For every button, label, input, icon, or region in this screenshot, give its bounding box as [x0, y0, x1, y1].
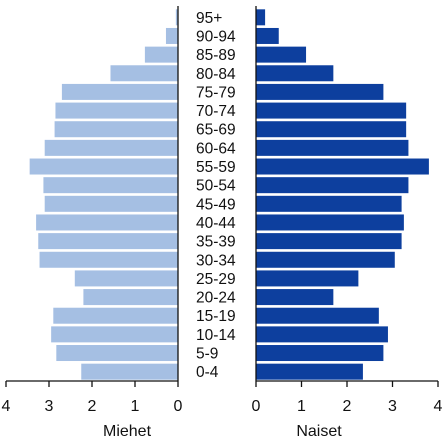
right-tick-label: 4 — [434, 398, 443, 415]
left-tick-label: 2 — [88, 398, 97, 415]
age-group-label: 85-89 — [196, 47, 236, 64]
female-bar-75-79 — [256, 83, 384, 100]
male-bar-50-54 — [43, 177, 178, 194]
male-bar-10-14 — [51, 326, 178, 343]
age-group-label: 40-44 — [196, 215, 236, 232]
right-tick-label: 0 — [252, 398, 261, 415]
male-bar-75-79 — [61, 83, 178, 100]
female-bar-55-59 — [256, 158, 429, 175]
left-tick-label: 4 — [2, 398, 11, 415]
female-bar-20-24 — [256, 289, 334, 306]
female-bar-65-69 — [256, 121, 407, 138]
female-bar-80-84 — [256, 65, 334, 82]
left-axis-label: Miehet — [103, 423, 152, 439]
right-tick-label: 3 — [388, 398, 397, 415]
age-group-label: 0-4 — [196, 364, 219, 381]
age-group-label: 25-29 — [196, 271, 236, 288]
female-bar-40-44 — [256, 214, 404, 231]
left-x-ticks: 4 3 2 1 0 — [2, 381, 183, 415]
age-group-label: 50-54 — [196, 178, 236, 195]
age-group-label: 30-34 — [196, 252, 236, 269]
male-bar-20-24 — [83, 289, 178, 306]
age-group-label: 65-69 — [196, 122, 236, 139]
age-group-label: 70-74 — [196, 103, 236, 120]
male-bar-45-49 — [44, 195, 179, 212]
male-bars — [29, 9, 179, 380]
female-bar-15-19 — [256, 307, 379, 324]
age-group-label: 10-14 — [196, 327, 236, 344]
male-bar-60-64 — [44, 139, 179, 156]
female-bars — [256, 9, 429, 380]
age-group-label: 5-9 — [196, 346, 218, 363]
female-bar-90-94 — [256, 27, 279, 44]
female-bar-45-49 — [256, 195, 402, 212]
right-tick-label: 2 — [343, 398, 352, 415]
female-bar-5-9 — [256, 345, 384, 362]
female-bar-35-39 — [256, 233, 402, 250]
right-tick-label: 1 — [297, 398, 306, 415]
age-group-label: 95+ — [196, 10, 222, 27]
female-bar-10-14 — [256, 326, 388, 343]
age-group-label: 75-79 — [196, 84, 236, 101]
age-group-label: 55-59 — [196, 159, 236, 176]
female-bar-50-54 — [256, 177, 409, 194]
right-x-ticks: 0 1 2 3 4 — [252, 381, 443, 415]
age-group-label: 60-64 — [196, 140, 236, 157]
male-bar-65-69 — [54, 121, 179, 138]
age-group-label: 80-84 — [196, 66, 236, 83]
left-tick-label: 3 — [45, 398, 54, 415]
female-bar-70-74 — [256, 102, 407, 119]
male-bar-85-89 — [144, 46, 178, 63]
age-group-label: 20-24 — [196, 290, 236, 307]
female-bar-60-64 — [256, 139, 409, 156]
female-bar-95+ — [256, 9, 266, 26]
male-bar-0-4 — [81, 363, 178, 380]
female-bar-85-89 — [256, 46, 307, 63]
female-bar-25-29 — [256, 270, 359, 287]
male-bar-5-9 — [56, 345, 179, 362]
female-bar-30-34 — [256, 251, 395, 268]
age-group-label: 15-19 — [196, 308, 236, 325]
male-bar-55-59 — [29, 158, 179, 175]
age-group-label: 45-49 — [196, 196, 236, 213]
male-bar-35-39 — [38, 233, 178, 250]
male-bar-25-29 — [74, 270, 178, 287]
age-group-label: 35-39 — [196, 234, 236, 251]
male-bar-95+ — [175, 9, 178, 26]
male-bar-90-94 — [165, 27, 178, 44]
male-bar-30-34 — [39, 251, 178, 268]
left-tick-label: 1 — [131, 398, 140, 415]
left-tick-label: 0 — [174, 398, 183, 415]
male-bar-70-74 — [55, 102, 179, 119]
male-bar-80-84 — [110, 65, 178, 82]
male-bar-40-44 — [36, 214, 178, 231]
female-bar-0-4 — [256, 363, 363, 380]
age-group-label: 90-94 — [196, 28, 236, 45]
male-bar-15-19 — [53, 307, 178, 324]
right-axis-label: Naiset — [296, 423, 342, 439]
